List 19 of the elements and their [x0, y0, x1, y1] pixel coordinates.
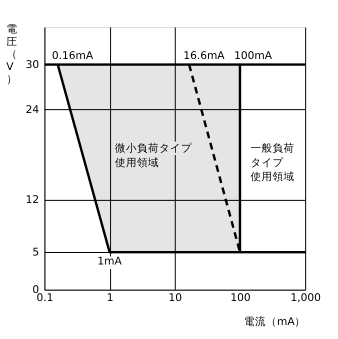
x-tick-label: 10 — [168, 290, 182, 304]
annotation: 0.16mA — [52, 48, 94, 62]
y-tick-label: 24 — [26, 102, 40, 116]
y-axis-title: 電圧（V） — [6, 22, 18, 86]
y-tick-label: 5 — [32, 246, 40, 259]
x-tick-label: 1 — [106, 290, 114, 304]
annotation: 使用領域 — [250, 170, 294, 184]
annotation: 100mA — [234, 48, 273, 62]
annotation: 1mA — [97, 254, 123, 268]
annotation: 微小負荷タイプ — [114, 141, 193, 154]
annotation: 16.6mA — [183, 48, 226, 62]
annotation: タイプ — [250, 156, 284, 169]
x-tick-label: 100 — [230, 290, 251, 304]
y-tick-label: 30 — [26, 58, 40, 71]
y-tick-label: 12 — [26, 193, 40, 206]
annotation: 一般負荷 — [250, 141, 294, 154]
x-axis-title: 電流（mA） — [244, 314, 306, 328]
annotation: 使用領域 — [114, 156, 159, 169]
x-tick-label: 1,000 — [290, 290, 322, 304]
